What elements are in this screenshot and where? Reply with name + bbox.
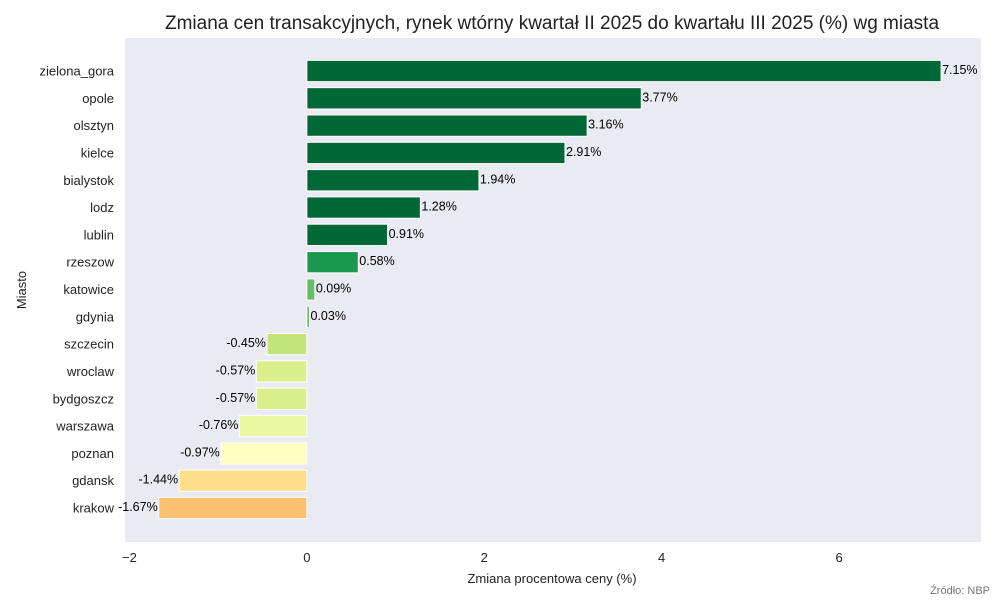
source-note: Źródło: NBP [930,584,990,597]
y-tick-label: lodz [90,200,114,215]
y-tick-label: olsztyn [74,118,114,133]
value-label: 2.91% [566,145,601,159]
x-tick-label: 0 [303,550,310,565]
x-tick-labels: −2 0 2 4 6 [122,550,843,565]
value-label: 3.16% [588,118,623,132]
y-tick-label: kielce [81,145,114,160]
x-tick-label: 6 [835,550,842,565]
x-axis-label: Zmiana procentowa ceny (%) [467,571,636,586]
y-tick-label: szczecin [64,337,114,352]
bar-bialystok [306,169,480,192]
value-label: -0.45% [226,336,266,350]
bar-poznan [220,442,308,465]
y-tick-label: krakow [73,501,115,516]
bar-rzeszow [306,251,359,274]
y-tick-label: zielona_gora [40,64,115,79]
value-label: 1.94% [480,172,515,186]
y-tick-label: rzeszow [66,255,114,270]
bar-lublin [306,223,389,247]
plot-area [125,38,981,542]
bar-bydgoszcz [255,387,308,410]
bar-gdansk [178,469,308,492]
value-labels: 7.15% 3.77% 3.16% 2.91% 1.94% 1.28% 0.91% 0.58%… [118,63,977,514]
y-tick-label: lublin [84,227,114,242]
value-label: -0.57% [216,363,256,377]
y-axis-label: Miasto [14,271,29,309]
bar-wroclaw [255,360,308,383]
value-label: -0.97% [180,445,220,459]
value-label: 0.09% [316,282,351,296]
value-label: 0.91% [389,227,424,241]
chart-title: Zmiana cen transakcyjnych, rynek wtórny … [165,13,939,34]
value-label: 7.15% [942,63,977,77]
bar-opole [306,87,642,110]
x-tick-label: 4 [658,550,665,565]
y-tick-label: warszawa [55,419,115,434]
y-tick-label: bialystok [63,173,114,188]
bar-olsztyn [306,114,588,137]
x-tick-label: 2 [481,550,488,565]
value-label: 0.58% [359,254,394,268]
bar-lodz [306,196,421,219]
y-tick-label: bydgoszcz [53,391,114,406]
y-tick-label: opole [82,91,114,106]
y-tick-label: gdansk [72,473,114,488]
y-tick-label: wroclaw [66,364,115,379]
value-label: -0.76% [199,418,239,432]
bar-katowice [306,278,316,301]
value-label: -1.67% [118,500,158,514]
bars-group [158,59,942,520]
x-tick-label: −2 [122,550,137,565]
bar-kielce [306,141,566,165]
bar-gdynia [306,305,311,328]
y-tick-label: katowice [63,282,114,297]
value-label: 0.03% [311,309,346,323]
value-label: 1.28% [421,200,456,214]
bar-warszawa [238,414,308,438]
value-label: -1.44% [139,473,179,487]
y-tick-label: poznan [71,446,114,461]
bar-szczecin [266,332,308,356]
value-label: 3.77% [642,90,677,104]
y-tick-label: gdynia [76,309,115,324]
bar-krakow [158,496,308,520]
value-label: -0.57% [216,391,256,405]
bar-zielona_gora [306,59,942,83]
